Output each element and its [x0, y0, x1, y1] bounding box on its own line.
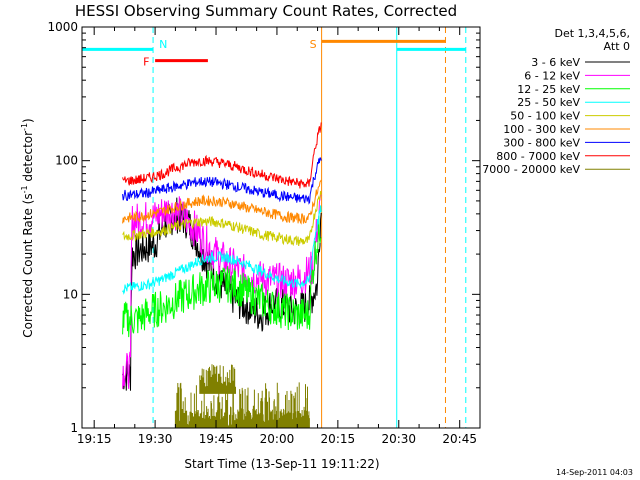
x-tick-label: 20:30	[381, 432, 416, 446]
legend-header-attenuator: Att 0	[604, 40, 630, 53]
legend-entry-label: 800 - 7000 keV	[496, 150, 580, 163]
legend-entry-label: 12 - 25 keV	[517, 83, 580, 96]
series-line	[122, 122, 322, 189]
x-tick-label: 19:15	[77, 432, 112, 446]
flag-label: F	[143, 56, 149, 69]
legend-entry-label: 25 - 50 keV	[517, 96, 580, 109]
attenuator-markers: N S F	[82, 27, 467, 428]
plot-frame	[81, 26, 481, 429]
footer-timestamp: 14-Sep-2011 04:03	[556, 468, 633, 477]
x-tick-label: 20:45	[442, 432, 477, 446]
legend-entry-label: 300 - 800 keV	[503, 136, 580, 149]
x-tick-label: 20:15	[321, 432, 356, 446]
marker-label: N	[159, 38, 167, 51]
legend-entry-label: 7000 - 20000 keV	[482, 163, 580, 176]
legend-entry-label: 100 - 300 keV	[503, 123, 580, 136]
y-tick-label: 1	[70, 421, 78, 435]
x-axis-label: Start Time (13-Sep-11 19:11:22)	[184, 457, 379, 471]
x-tick-label: 19:45	[199, 432, 234, 446]
series-lines	[122, 122, 322, 428]
series-line	[122, 190, 322, 247]
legend-entry-label: 50 - 100 keV	[510, 110, 580, 123]
y-tick-label: 10	[63, 287, 78, 301]
x-tick-label: 19:30	[138, 432, 173, 446]
y-tick-label: 1000	[47, 20, 78, 34]
chart-title: HESSI Observing Summary Count Rates, Cor…	[75, 2, 457, 20]
y-axis-label: Corrected Count Rate (s-1 detector-1)	[20, 118, 35, 337]
series-line	[122, 179, 322, 225]
legend-entry-label: 6 - 12 keV	[524, 69, 580, 82]
legend-entry-label: 3 - 6 keV	[531, 56, 580, 69]
x-tick-label: 20:00	[260, 432, 295, 446]
axes: 1 10 100 1000 19:15 19:30 19:45 20:00 20:15 20:30…	[47, 20, 481, 446]
y-tick-label: 100	[55, 154, 78, 168]
legend-header-detectors: Det 1,3,4,5,6,	[554, 27, 630, 40]
series-line	[122, 157, 322, 205]
series-noise-band	[174, 364, 310, 428]
series-line	[122, 205, 322, 295]
series-line	[122, 215, 322, 338]
marker-label: S	[310, 38, 317, 51]
